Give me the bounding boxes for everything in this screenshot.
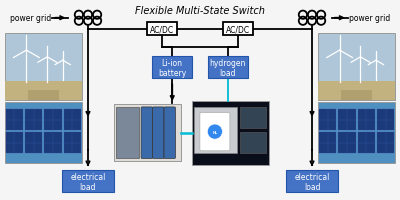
- FancyBboxPatch shape: [28, 90, 59, 100]
- Text: electrical
load: electrical load: [70, 172, 106, 191]
- FancyBboxPatch shape: [318, 102, 395, 164]
- FancyBboxPatch shape: [338, 132, 356, 153]
- FancyBboxPatch shape: [164, 107, 176, 159]
- FancyBboxPatch shape: [25, 132, 42, 153]
- FancyBboxPatch shape: [141, 107, 152, 159]
- FancyBboxPatch shape: [286, 171, 338, 192]
- FancyBboxPatch shape: [114, 104, 181, 162]
- FancyBboxPatch shape: [152, 57, 192, 79]
- FancyBboxPatch shape: [152, 107, 164, 159]
- Text: AC/DC: AC/DC: [150, 25, 174, 34]
- Text: AC/DC: AC/DC: [226, 25, 250, 34]
- FancyBboxPatch shape: [358, 110, 375, 131]
- FancyBboxPatch shape: [5, 33, 82, 100]
- FancyBboxPatch shape: [62, 171, 114, 192]
- FancyBboxPatch shape: [194, 108, 236, 153]
- Text: electrical
load: electrical load: [294, 172, 330, 191]
- FancyBboxPatch shape: [6, 132, 23, 153]
- FancyBboxPatch shape: [377, 110, 394, 131]
- Text: Li-ion
battery: Li-ion battery: [158, 58, 186, 78]
- FancyBboxPatch shape: [116, 107, 139, 159]
- FancyBboxPatch shape: [319, 110, 336, 131]
- FancyBboxPatch shape: [64, 110, 81, 131]
- Circle shape: [207, 124, 222, 139]
- Text: H₂: H₂: [212, 130, 218, 134]
- FancyBboxPatch shape: [192, 101, 269, 166]
- Text: power grid: power grid: [349, 14, 390, 23]
- Text: power grid: power grid: [10, 14, 51, 23]
- FancyBboxPatch shape: [318, 82, 395, 100]
- FancyBboxPatch shape: [200, 113, 230, 151]
- FancyBboxPatch shape: [208, 57, 248, 79]
- FancyBboxPatch shape: [319, 132, 336, 153]
- FancyBboxPatch shape: [64, 132, 81, 153]
- FancyBboxPatch shape: [5, 102, 82, 164]
- FancyBboxPatch shape: [318, 33, 395, 100]
- FancyBboxPatch shape: [338, 110, 356, 131]
- FancyBboxPatch shape: [223, 23, 252, 36]
- FancyBboxPatch shape: [5, 82, 82, 100]
- Text: hydrogen
load: hydrogen load: [210, 58, 246, 78]
- Text: Flexible Multi-State Switch: Flexible Multi-State Switch: [135, 6, 265, 16]
- FancyBboxPatch shape: [44, 110, 62, 131]
- FancyBboxPatch shape: [6, 110, 23, 131]
- FancyBboxPatch shape: [341, 90, 372, 100]
- FancyBboxPatch shape: [240, 108, 266, 128]
- FancyBboxPatch shape: [25, 110, 42, 131]
- FancyBboxPatch shape: [44, 132, 62, 153]
- FancyBboxPatch shape: [377, 132, 394, 153]
- FancyBboxPatch shape: [240, 132, 266, 153]
- FancyBboxPatch shape: [358, 132, 375, 153]
- FancyBboxPatch shape: [148, 23, 177, 36]
